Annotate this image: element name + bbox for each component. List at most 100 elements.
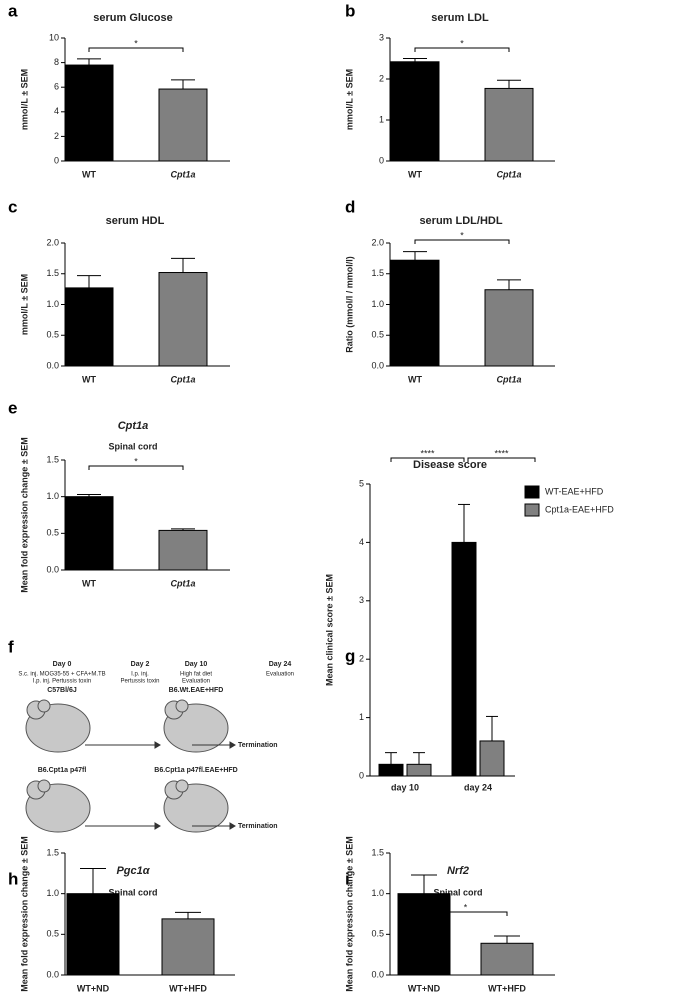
x-tick-label: day 24 [464,782,492,792]
group: B6.Wt.EAE+HFD [169,687,224,694]
bar [64,496,114,571]
group: B6.Cpt1a p47fl.EAE+HFD [154,767,237,774]
arrow [85,741,236,830]
step-day: Day 2 [131,661,150,668]
step-text: S.c. inj. MOG35-55 + CFA+M.TB [18,672,105,678]
chart-title: serum HDL [106,215,165,227]
y-tick-label: 0.5 [46,330,59,340]
panel-label: i [345,869,350,888]
chart-subtitle: Spinal cord [108,441,157,451]
significance-bracket [88,465,184,470]
chart-title: serum LDL [431,12,489,24]
x-tick-label: Cpt1a [170,374,195,384]
significance-bracket [423,911,508,916]
legend-label: Cpt1a-EAE+HFD [545,504,614,514]
x-tick-label: Cpt1a [496,169,521,179]
bar [390,61,440,162]
y-tick-label: 0.5 [46,528,59,538]
panel-label: e [8,398,17,417]
y-tick-label: 0.0 [371,969,384,979]
significance-bracket [414,47,510,52]
diagram-f: f Day 0 S.c. inj. MOG35-55 + CFA+M.TB I.… [8,637,294,833]
y-tick-label: 0 [54,155,59,165]
x-tick-label: day 10 [391,782,419,792]
bar [406,763,432,777]
bar [479,740,505,777]
panel-label: c [8,197,17,216]
termination: Termination [238,742,278,749]
step-text: Evaluation [266,672,294,678]
y-tick-label: 6 [54,82,59,92]
bar [451,541,477,777]
x-tick-label: WT+HFD [488,983,526,992]
significance-label: **** [494,448,509,458]
y-tick-label: 10 [49,32,59,42]
y-tick-label: 0.5 [371,330,384,340]
y-axis-label: Mean fold expression change ± SEM [19,836,29,991]
x-tick-label: WT [82,578,96,588]
significance-label: * [460,230,464,240]
bar [390,259,440,367]
x-tick-label: WT+ND [408,983,441,992]
x-tick-label: WT+HFD [169,983,207,992]
legend-swatch [524,503,540,517]
x-tick-label: WT [408,374,422,384]
y-axis-label: Mean fold expression change ± SEM [344,836,354,991]
step-text: I.p. inj. [131,672,149,678]
y-tick-label: 0.0 [46,564,59,574]
chart-subtitle: Spinal cord [108,887,157,897]
significance-bracket [414,239,510,244]
y-tick-label: 0 [379,155,384,165]
bar [66,893,120,976]
chart-title: Nrf2 [447,865,469,877]
step-text: Evaluation [182,679,210,685]
x-tick-label: WT [408,169,422,179]
significance-bracket [467,457,536,462]
y-tick-label: 2 [379,73,384,83]
bar [397,893,451,976]
y-tick-label: 1.5 [46,454,59,464]
y-tick-label: 0.0 [46,969,59,979]
x-tick-label: Cpt1a [170,169,195,179]
step-text: Pertussis toxin [120,679,159,685]
step-day: Day 0 [53,661,72,668]
y-tick-label: 1.5 [371,847,384,857]
x-tick-label: WT+ND [77,983,110,992]
y-tick-label: 1.5 [371,268,384,278]
y-axis-label: Mean clinical score ± SEM [324,574,334,686]
bar [158,529,208,571]
y-tick-label: 1 [379,114,384,124]
panel-label: b [345,1,355,20]
strain: B6.Cpt1a p47fl [38,767,87,774]
y-tick-label: 5 [359,478,364,488]
x-tick-label: WT [82,169,96,179]
y-tick-label: 0.5 [46,929,59,939]
y-tick-label: 1 [359,712,364,722]
x-tick-label: Cpt1a [496,374,521,384]
y-tick-label: 1.0 [46,299,59,309]
legend-label: WT-EAE+HFD [545,486,604,496]
y-tick-label: 0.0 [46,360,59,370]
bar [64,287,114,367]
step-text: I.p. inj. Pertussis toxin [33,679,91,685]
significance-bracket [88,47,184,52]
panel-label: d [345,197,355,216]
y-tick-label: 2.0 [46,237,59,247]
step-text: High fat diet [180,672,212,678]
bar [484,289,534,367]
y-axis-label: Mean fold expression change ± SEM [19,437,29,592]
y-tick-label: 3 [379,32,384,42]
y-tick-label: 1.0 [371,888,384,898]
mouse-icon [25,699,229,833]
y-tick-label: 8 [54,57,59,67]
termination: Termination [238,823,278,830]
bar [158,272,208,367]
y-axis-label: mmol/L ± SEM [344,69,354,130]
y-tick-label: 1.5 [46,847,59,857]
x-tick-label: Cpt1a [170,578,195,588]
y-tick-label: 1.5 [46,268,59,278]
panel-label: g [345,646,355,665]
bar [64,64,114,162]
y-axis-label: mmol/L ± SEM [19,274,29,335]
